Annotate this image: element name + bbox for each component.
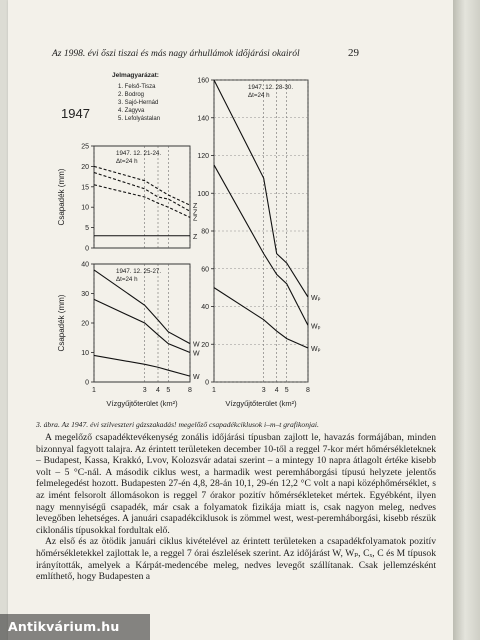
series-line: [213, 79, 309, 298]
series-end-label: Z: [193, 234, 198, 241]
legend-item: 3. Sajó-Hernád: [118, 100, 158, 106]
y-tick-label: 0: [85, 380, 89, 387]
plot-frame: [213, 79, 309, 383]
x-tick-label: 4: [156, 387, 160, 394]
body-text: A megelőző csapadéktevékenység zonális i…: [36, 432, 436, 583]
legend-item: 2. Bodrog: [118, 92, 144, 98]
watermark-text: Antikvárium.hu: [8, 619, 120, 634]
y-tick-label: 40: [81, 262, 89, 269]
x-tick-label: 8: [306, 387, 310, 394]
x-tick-label: 4: [275, 387, 279, 394]
book-spine: [453, 0, 480, 640]
series-end-label: Wₚ: [311, 323, 321, 330]
legend-item: 4. Zagyva: [118, 108, 145, 114]
series-line: [213, 287, 309, 349]
x-tick-label: 3: [143, 387, 147, 394]
y-axis-label: Csapadék (mm): [57, 168, 66, 225]
x-tick-label: 3: [262, 387, 266, 394]
watermark: Antikvárium.hu: [0, 614, 150, 640]
series-end-label: Wₚ: [311, 295, 321, 302]
series-end-label: W: [193, 374, 200, 381]
y-tick-label: 60: [201, 266, 209, 273]
paragraph: A megelőző csapadéktevékenység zonális i…: [36, 432, 436, 536]
year-label: 1947: [61, 106, 90, 121]
series-end-label: Z: [193, 209, 198, 216]
x-axis-label: Vízgyűjtőterület (km²): [106, 399, 178, 408]
x-tick-label: 1: [212, 387, 216, 394]
y-tick-label: 40: [201, 304, 209, 311]
y-tick-label: 140: [197, 115, 209, 122]
book-page: [8, 0, 453, 640]
page-number: 29: [348, 47, 359, 59]
series-line: [93, 184, 191, 218]
figure-caption: 3. ábra. Az 1947. évi szilveszteri gázsz…: [36, 420, 319, 429]
series-line: [93, 269, 191, 345]
x-axis-label: Vízgyűjtőterület (km²): [225, 399, 297, 408]
series-end-label: Z: [193, 215, 198, 222]
series-end-label: Z: [193, 203, 198, 210]
series-line: [213, 164, 309, 326]
y-tick-label: 25: [81, 144, 89, 151]
plot-frame: [93, 145, 191, 249]
series-end-label: W: [193, 342, 200, 349]
x-tick-label: 5: [166, 387, 170, 394]
chart-annotation: 1947. 12. 21-24.: [116, 150, 161, 157]
legend-item: 5. Lefolyástalan: [118, 116, 160, 122]
series-end-label: Wₚ: [311, 346, 321, 353]
y-tick-label: 0: [85, 246, 89, 253]
x-tick-label: 1: [92, 387, 96, 394]
chart-annotation: Δt=24 h: [248, 92, 270, 99]
x-tick-label: 8: [188, 387, 192, 394]
paragraph: Az első és az ötödik januári ciklus kivé…: [36, 536, 436, 583]
y-axis-label: Csapadék (mm): [57, 294, 66, 351]
y-tick-label: 20: [81, 321, 89, 328]
chart-annotation: 1947. 12. 28-30.: [248, 84, 293, 91]
y-tick-label: 0: [205, 380, 209, 387]
series-line: [93, 165, 191, 206]
y-tick-label: 20: [81, 164, 89, 171]
y-tick-label: 160: [197, 78, 209, 85]
y-tick-label: 100: [197, 191, 209, 198]
y-tick-label: 120: [197, 153, 209, 160]
y-tick-label: 20: [201, 342, 209, 349]
x-tick-label: 5: [285, 387, 289, 394]
chart-annotation: 1947. 12. 25-27.: [116, 268, 161, 275]
y-tick-label: 10: [81, 350, 89, 357]
series-line: [93, 171, 191, 212]
y-tick-label: 10: [81, 205, 89, 212]
chart-annotation: Δt=24 h: [116, 276, 138, 283]
series-end-label: W: [193, 351, 200, 358]
legend: Jelmagyarázat: 1. Felső-Tisza 2. Bodrog …: [112, 72, 160, 122]
series-line: [93, 298, 191, 354]
y-tick-label: 5: [85, 225, 89, 232]
y-tick-label: 15: [81, 184, 89, 191]
legend-item: 1. Felső-Tisza: [118, 84, 156, 90]
legend-title: Jelmagyarázat:: [112, 72, 159, 79]
series-line: [93, 354, 191, 377]
y-tick-label: 30: [81, 291, 89, 298]
y-tick-label: 80: [201, 229, 209, 236]
running-header: Az 1998. évi őszi tiszai és más nagy árh…: [52, 49, 300, 59]
chart-annotation: Δt=24 h: [116, 158, 138, 165]
